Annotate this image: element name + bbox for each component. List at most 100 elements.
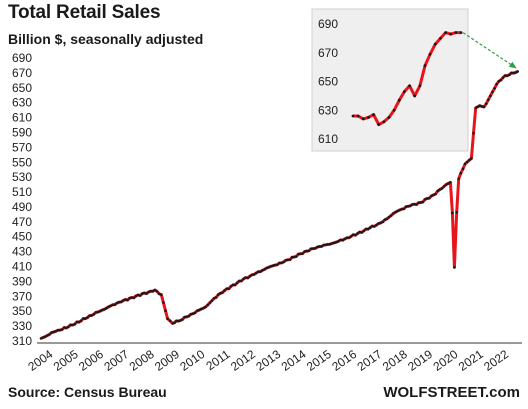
x-tick-label: 2015	[304, 347, 334, 374]
data-point	[362, 229, 366, 233]
data-point	[364, 227, 368, 231]
data-point	[474, 106, 478, 110]
data-point	[463, 162, 467, 166]
data-point	[185, 315, 188, 319]
data-point	[39, 337, 43, 340]
data-point	[50, 331, 53, 334]
data-point	[497, 80, 501, 83]
data-point	[254, 271, 258, 275]
inset-y-tick-label: 610	[318, 132, 338, 146]
y-tick-label: 350	[12, 304, 32, 318]
y-tick-label: 510	[12, 185, 32, 199]
data-point	[147, 290, 150, 294]
arrow-head	[508, 61, 517, 69]
data-point	[109, 304, 112, 308]
data-point	[512, 71, 515, 75]
y-tick-label: 590	[12, 125, 32, 139]
data-point	[284, 259, 288, 262]
data-point	[261, 269, 264, 272]
data-point	[430, 194, 433, 198]
x-tick-label: 2012	[228, 347, 258, 374]
data-point	[252, 273, 256, 276]
data-point	[442, 185, 446, 188]
y-tick-label: 570	[12, 140, 32, 154]
source-note: Source: Census Bureau	[8, 384, 167, 400]
x-tick-label: 2013	[253, 347, 283, 374]
data-point	[297, 252, 300, 256]
data-point	[345, 236, 349, 240]
data-point	[246, 276, 250, 280]
data-point	[318, 245, 321, 248]
data-point	[468, 158, 471, 162]
data-point	[212, 297, 216, 300]
data-point	[105, 306, 108, 310]
data-point	[204, 305, 207, 309]
data-point	[402, 207, 406, 211]
inset-data-point	[408, 84, 411, 88]
x-tick-label: 2006	[76, 347, 106, 374]
data-point	[516, 70, 519, 73]
data-point	[221, 291, 224, 294]
inset-y-tick-label: 630	[318, 103, 338, 117]
inset-data-point	[397, 98, 401, 102]
data-point	[472, 131, 475, 135]
data-point	[373, 225, 376, 228]
data-point	[73, 322, 77, 326]
data-point	[151, 290, 155, 293]
data-point	[326, 243, 330, 246]
data-point	[295, 255, 298, 258]
data-point	[191, 312, 195, 316]
data-point	[208, 301, 212, 305]
data-point	[219, 292, 222, 295]
data-point	[48, 333, 51, 336]
data-point	[173, 321, 176, 325]
arrow-line	[462, 32, 518, 69]
inset-data-point	[382, 120, 386, 124]
data-point	[69, 323, 72, 327]
data-point	[360, 231, 364, 234]
x-axis: 2004200520062007200820092010201120122013…	[25, 347, 511, 374]
data-point	[56, 328, 60, 332]
y-tick-label: 550	[12, 155, 32, 169]
data-point	[341, 238, 345, 242]
inset-data-point	[418, 84, 422, 88]
main-plot	[39, 70, 519, 340]
data-point	[160, 293, 163, 296]
data-point	[436, 189, 439, 193]
data-point	[385, 217, 389, 221]
y-tick-label: 330	[12, 319, 32, 333]
data-point	[322, 243, 326, 247]
data-point	[43, 335, 47, 339]
data-point	[265, 266, 269, 270]
x-tick-label: 2009	[152, 347, 182, 374]
inset-data-point	[403, 90, 406, 93]
y-tick-label: 530	[12, 170, 32, 184]
data-point	[299, 252, 302, 256]
data-point	[425, 197, 429, 200]
y-tick-label: 610	[12, 111, 32, 125]
y-tick-label: 650	[12, 81, 32, 95]
inset-data-point	[377, 123, 381, 126]
data-point	[210, 299, 214, 303]
data-point	[305, 249, 309, 253]
data-point	[278, 261, 281, 265]
data-point	[396, 209, 399, 213]
data-point	[155, 290, 159, 293]
chart-title: Total Retail Sales	[8, 2, 161, 23]
data-point	[238, 279, 241, 283]
data-point	[115, 301, 119, 305]
data-point	[377, 222, 380, 225]
data-point	[503, 74, 507, 77]
inset-data-point	[356, 114, 360, 118]
data-point	[250, 273, 254, 277]
data-point	[451, 211, 454, 215]
inset-data-point	[351, 114, 355, 118]
data-point	[126, 298, 129, 302]
data-point	[166, 317, 169, 321]
data-point	[282, 260, 285, 264]
data-point	[459, 171, 463, 175]
y-tick-label: 310	[12, 334, 32, 348]
data-point	[65, 326, 68, 330]
data-point	[134, 294, 138, 298]
data-point	[333, 241, 336, 245]
